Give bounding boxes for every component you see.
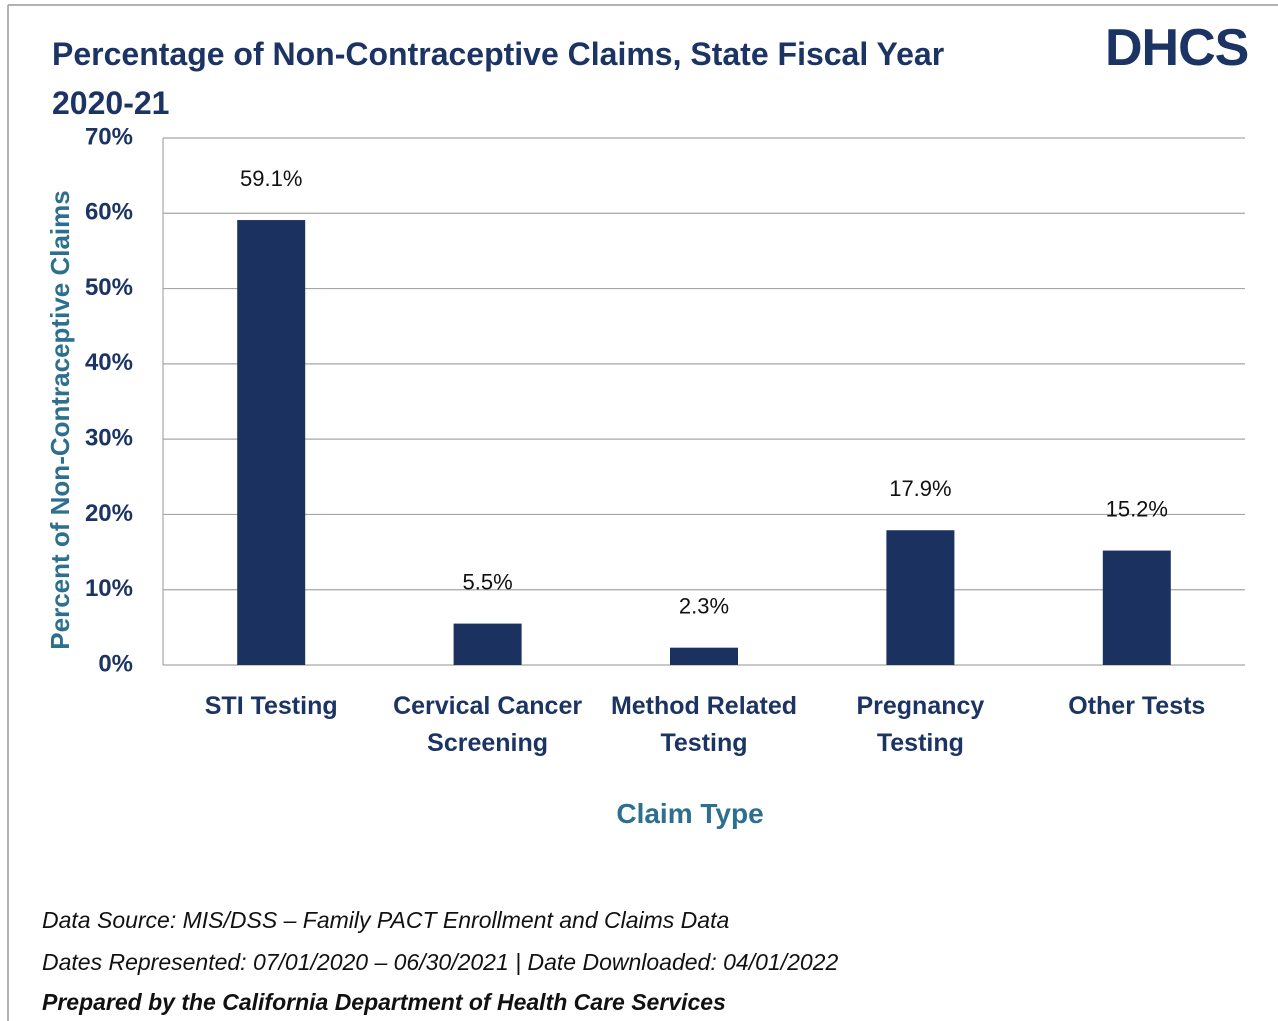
y-tick-label: 40% [85, 349, 133, 376]
x-tick-label: Cervical Cancer Screening [393, 692, 583, 757]
data-label: 59.1% [240, 166, 302, 191]
y-tick-label: 10% [85, 575, 133, 602]
data-label: 5.5% [463, 569, 513, 594]
data-label: 2.3% [679, 593, 729, 618]
bar [1102, 550, 1171, 665]
x-tick-label: STI Testing [204, 692, 338, 720]
x-tick-label: Other Tests [1068, 692, 1206, 720]
y-tick-label: 70% [85, 123, 133, 150]
bar [670, 647, 738, 665]
bar [237, 220, 306, 665]
x-axis-title: Claim Type [616, 798, 764, 829]
y-tick-label: 20% [85, 500, 133, 527]
logo: DHCS [1105, 19, 1249, 77]
y-axis-title: Percent of Non-Contraceptive Claims [45, 190, 75, 649]
data-label: 15.2% [1106, 496, 1168, 521]
chart-title: Percentage of Non-Contraceptive Claims, … [52, 36, 945, 121]
bar [886, 530, 955, 665]
footnote: Data Source: MIS/DSS – Family PACT Enrol… [42, 907, 730, 933]
footnote: Prepared by the California Department of… [42, 989, 726, 1015]
x-tick-label: Method Related Testing [610, 692, 798, 757]
y-tick-label: 0% [98, 650, 133, 677]
x-tick-label: Pregnancy Testing [856, 692, 985, 757]
y-tick-label: 30% [85, 424, 133, 451]
bar [453, 623, 522, 665]
footnote: Dates Represented: 07/01/2020 – 06/30/20… [42, 949, 839, 975]
data-label: 17.9% [889, 476, 951, 501]
y-tick-label: 50% [85, 274, 133, 301]
y-tick-label: 60% [85, 199, 133, 226]
